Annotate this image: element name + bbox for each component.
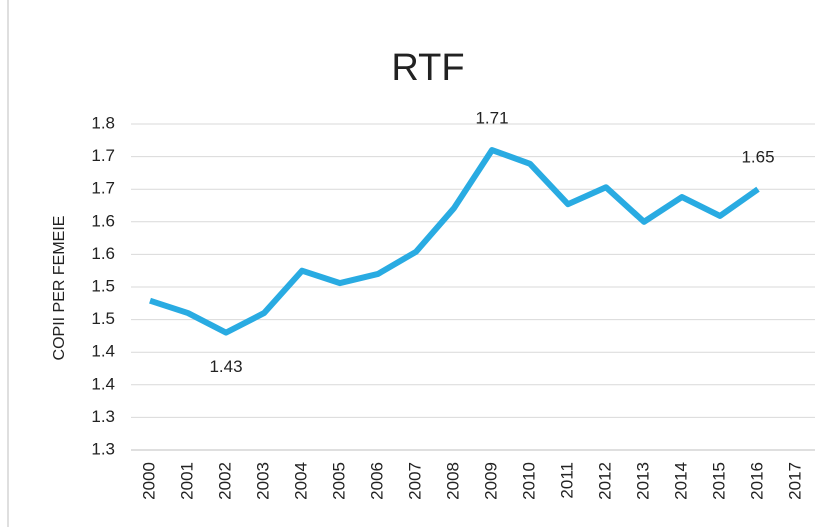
- x-tick-label: 2000: [139, 462, 158, 500]
- chart-title: RTF: [391, 47, 464, 89]
- y-tick-label: 1.5: [91, 309, 115, 328]
- x-tick-label: 2003: [253, 462, 272, 500]
- line-series: [149, 147, 760, 336]
- x-tick-label: 2005: [329, 462, 348, 500]
- x-tick-label: 2012: [595, 462, 614, 500]
- x-tick-label: 2004: [291, 462, 310, 500]
- x-tick-label: 2011: [557, 462, 576, 499]
- x-tick-label: 2016: [747, 462, 766, 500]
- x-tick-label: 2015: [709, 462, 728, 500]
- x-tick-label: 2008: [443, 462, 462, 500]
- y-tick-label: 1.5: [91, 276, 115, 295]
- y-tick-label: 1.3: [91, 407, 115, 426]
- x-tick-label: 2002: [215, 462, 234, 500]
- x-tick-label: 2014: [671, 462, 690, 500]
- y-tick-label: 1.6: [91, 211, 115, 230]
- data-label: 1.71: [475, 109, 508, 128]
- data-label: 1.65: [741, 148, 774, 167]
- y-tick-label: 1.7: [91, 179, 115, 198]
- x-tick-label: 2006: [367, 462, 386, 500]
- data-label: 1.43: [209, 357, 242, 376]
- x-tick-label: 2009: [481, 462, 500, 500]
- x-tick-label: 2010: [519, 462, 538, 500]
- x-tick-label: 2007: [405, 462, 424, 500]
- x-tick-label: 2001: [177, 462, 196, 500]
- y-tick-label: 1.4: [91, 342, 115, 361]
- x-tick-label: 2017: [785, 462, 804, 500]
- y-tick-label: 1.8: [91, 113, 115, 132]
- y-axis-label: COPII PER FEMEIE: [51, 216, 68, 361]
- x-tick-label: 2013: [633, 462, 652, 500]
- y-tick-label: 1.4: [91, 374, 115, 393]
- y-tick-label: 1.6: [91, 244, 115, 263]
- y-tick-label: 1.7: [91, 146, 115, 165]
- y-tick-label: 1.3: [91, 439, 115, 458]
